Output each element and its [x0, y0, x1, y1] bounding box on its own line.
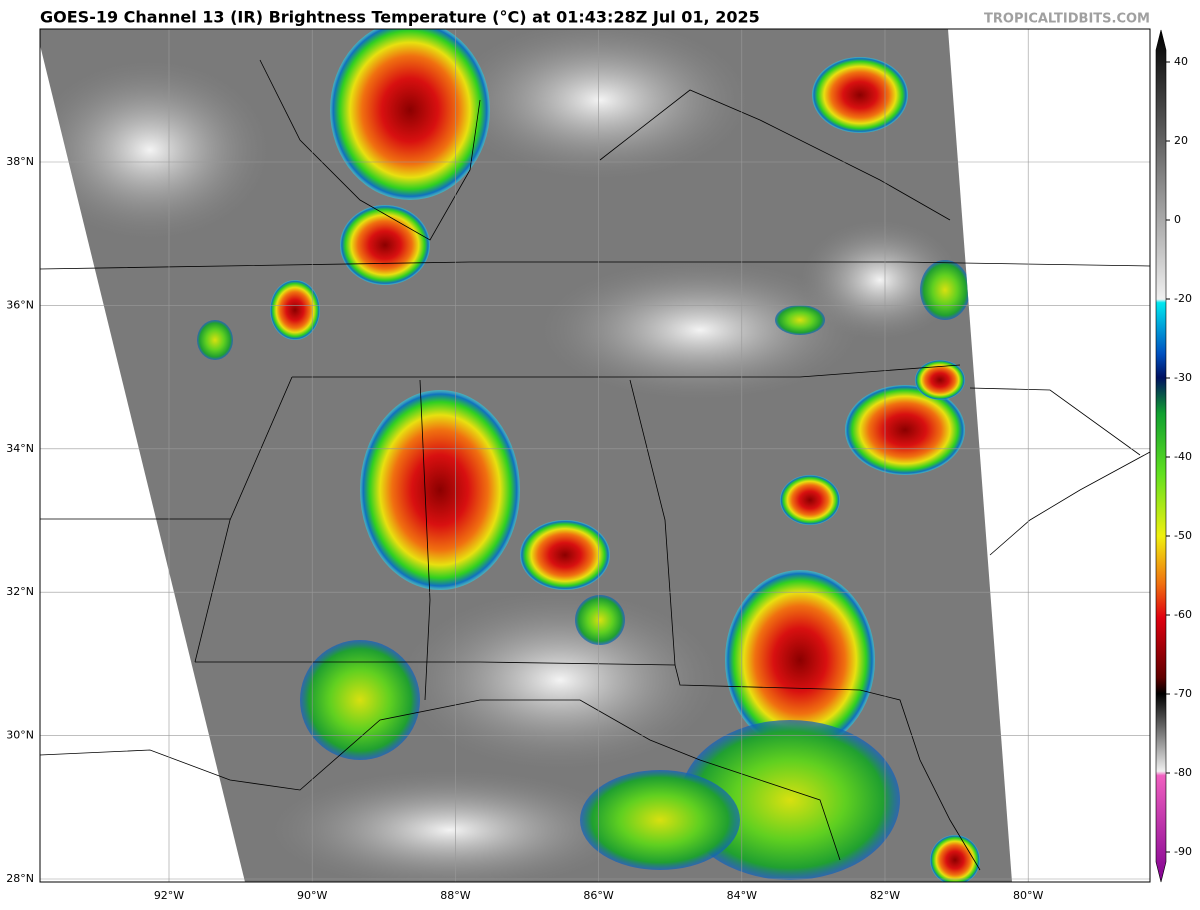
colorbar-tick-label: -20: [1174, 292, 1192, 305]
colorbar-tick-label: -30: [1174, 371, 1192, 384]
colorbar: 40 20 0 -20 -30 -40 -50 -60 -70 -80 -90: [1155, 29, 1192, 883]
longitude-label: 84°W: [727, 889, 757, 902]
title: GOES-19 Channel 13 (IR) Brightness Tempe…: [40, 8, 760, 27]
colorbar-tick-label: 0: [1174, 213, 1181, 226]
watermark: TROPICALTIDBITS.COM: [984, 12, 1150, 27]
longitude-label: 92°W: [154, 889, 184, 902]
colorbar-bar: [1155, 29, 1167, 883]
map-area: [39, 28, 1151, 883]
colorbar-tick-label: 20: [1174, 134, 1188, 147]
colorbar-tick-label: -80: [1174, 766, 1192, 779]
colorbar-tick-label: -40: [1174, 450, 1192, 463]
longitude-label: 86°W: [583, 889, 613, 902]
latitude-label: 38°N: [6, 155, 34, 168]
latitude-label: 28°N: [6, 872, 34, 885]
satellite-swath: [40, 29, 1012, 882]
longitude-label: 90°W: [297, 889, 327, 902]
longitude-label: 88°W: [440, 889, 470, 902]
boundaries: [39, 59, 1151, 871]
colorbar-ticks: 40 20 0 -20 -30 -40 -50 -60 -70 -80 -90: [1166, 55, 1192, 858]
colorbar-tick-label: -50: [1174, 529, 1192, 542]
colorbar-tick-label: -90: [1174, 845, 1192, 858]
map-frame: [39, 28, 1151, 883]
latitude-label: 36°N: [6, 298, 34, 311]
colorbar-tick-label: -60: [1174, 608, 1192, 621]
latitude-label: 32°N: [6, 585, 34, 598]
latitude-label: 30°N: [6, 729, 34, 742]
longitude-label: 80°W: [1013, 889, 1043, 902]
colorbar-tick-label: -70: [1174, 687, 1192, 700]
latitude-label: 34°N: [6, 442, 34, 455]
longitude-label: 82°W: [870, 889, 900, 902]
graticule: [40, 29, 1150, 882]
colorbar-tick-label: 40: [1174, 55, 1188, 68]
